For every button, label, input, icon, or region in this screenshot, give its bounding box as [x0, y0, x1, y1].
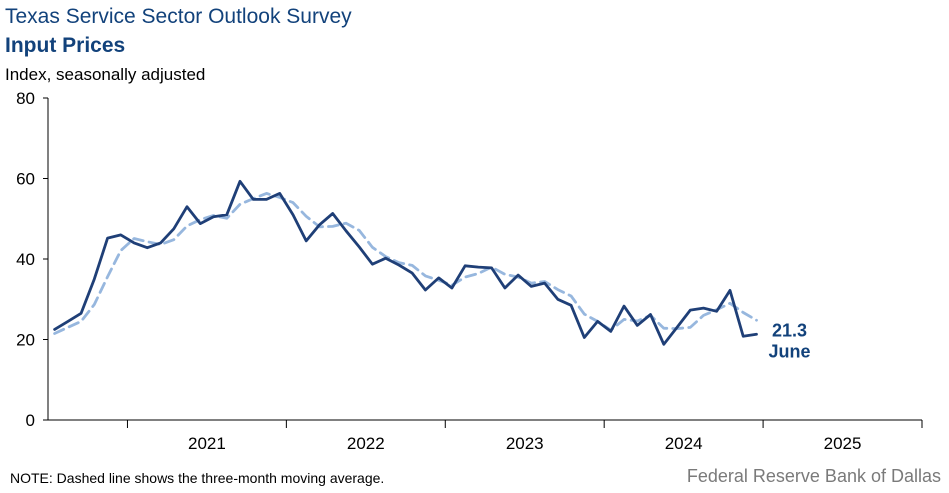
- y-tick-label: 60: [16, 170, 35, 189]
- axes: [43, 97, 923, 428]
- x-tick-labels: 2021 2022 2023 2024 2025: [188, 434, 861, 453]
- index-line: [53, 179, 758, 346]
- y-tick-label: 20: [16, 331, 35, 350]
- last-value-label: 21.3: [772, 320, 807, 340]
- y-tick-label: 40: [16, 250, 35, 269]
- y-tick-labels: 0 20 40 60 80: [16, 89, 35, 430]
- x-tick-label: 2022: [347, 434, 385, 453]
- chart-subtitle: Input Prices: [5, 34, 126, 57]
- source-label: Federal Reserve Bank of Dallas: [686, 466, 941, 486]
- last-month-label: June: [768, 341, 810, 361]
- x-tick-label: 2021: [188, 434, 226, 453]
- moving-average-line: [53, 191, 758, 335]
- x-tick-label: 2025: [824, 434, 862, 453]
- footnote: NOTE: Dashed line shows the three-month …: [10, 470, 385, 486]
- x-tick-label: 2023: [506, 434, 544, 453]
- y-axis-label: Index, seasonally adjusted: [5, 65, 206, 84]
- y-tick-label: 0: [26, 411, 35, 430]
- chart-title: Texas Service Sector Outlook Survey: [5, 5, 352, 28]
- series-lines: [53, 179, 758, 346]
- y-tick-label: 80: [16, 89, 35, 108]
- x-tick-label: 2024: [665, 434, 703, 453]
